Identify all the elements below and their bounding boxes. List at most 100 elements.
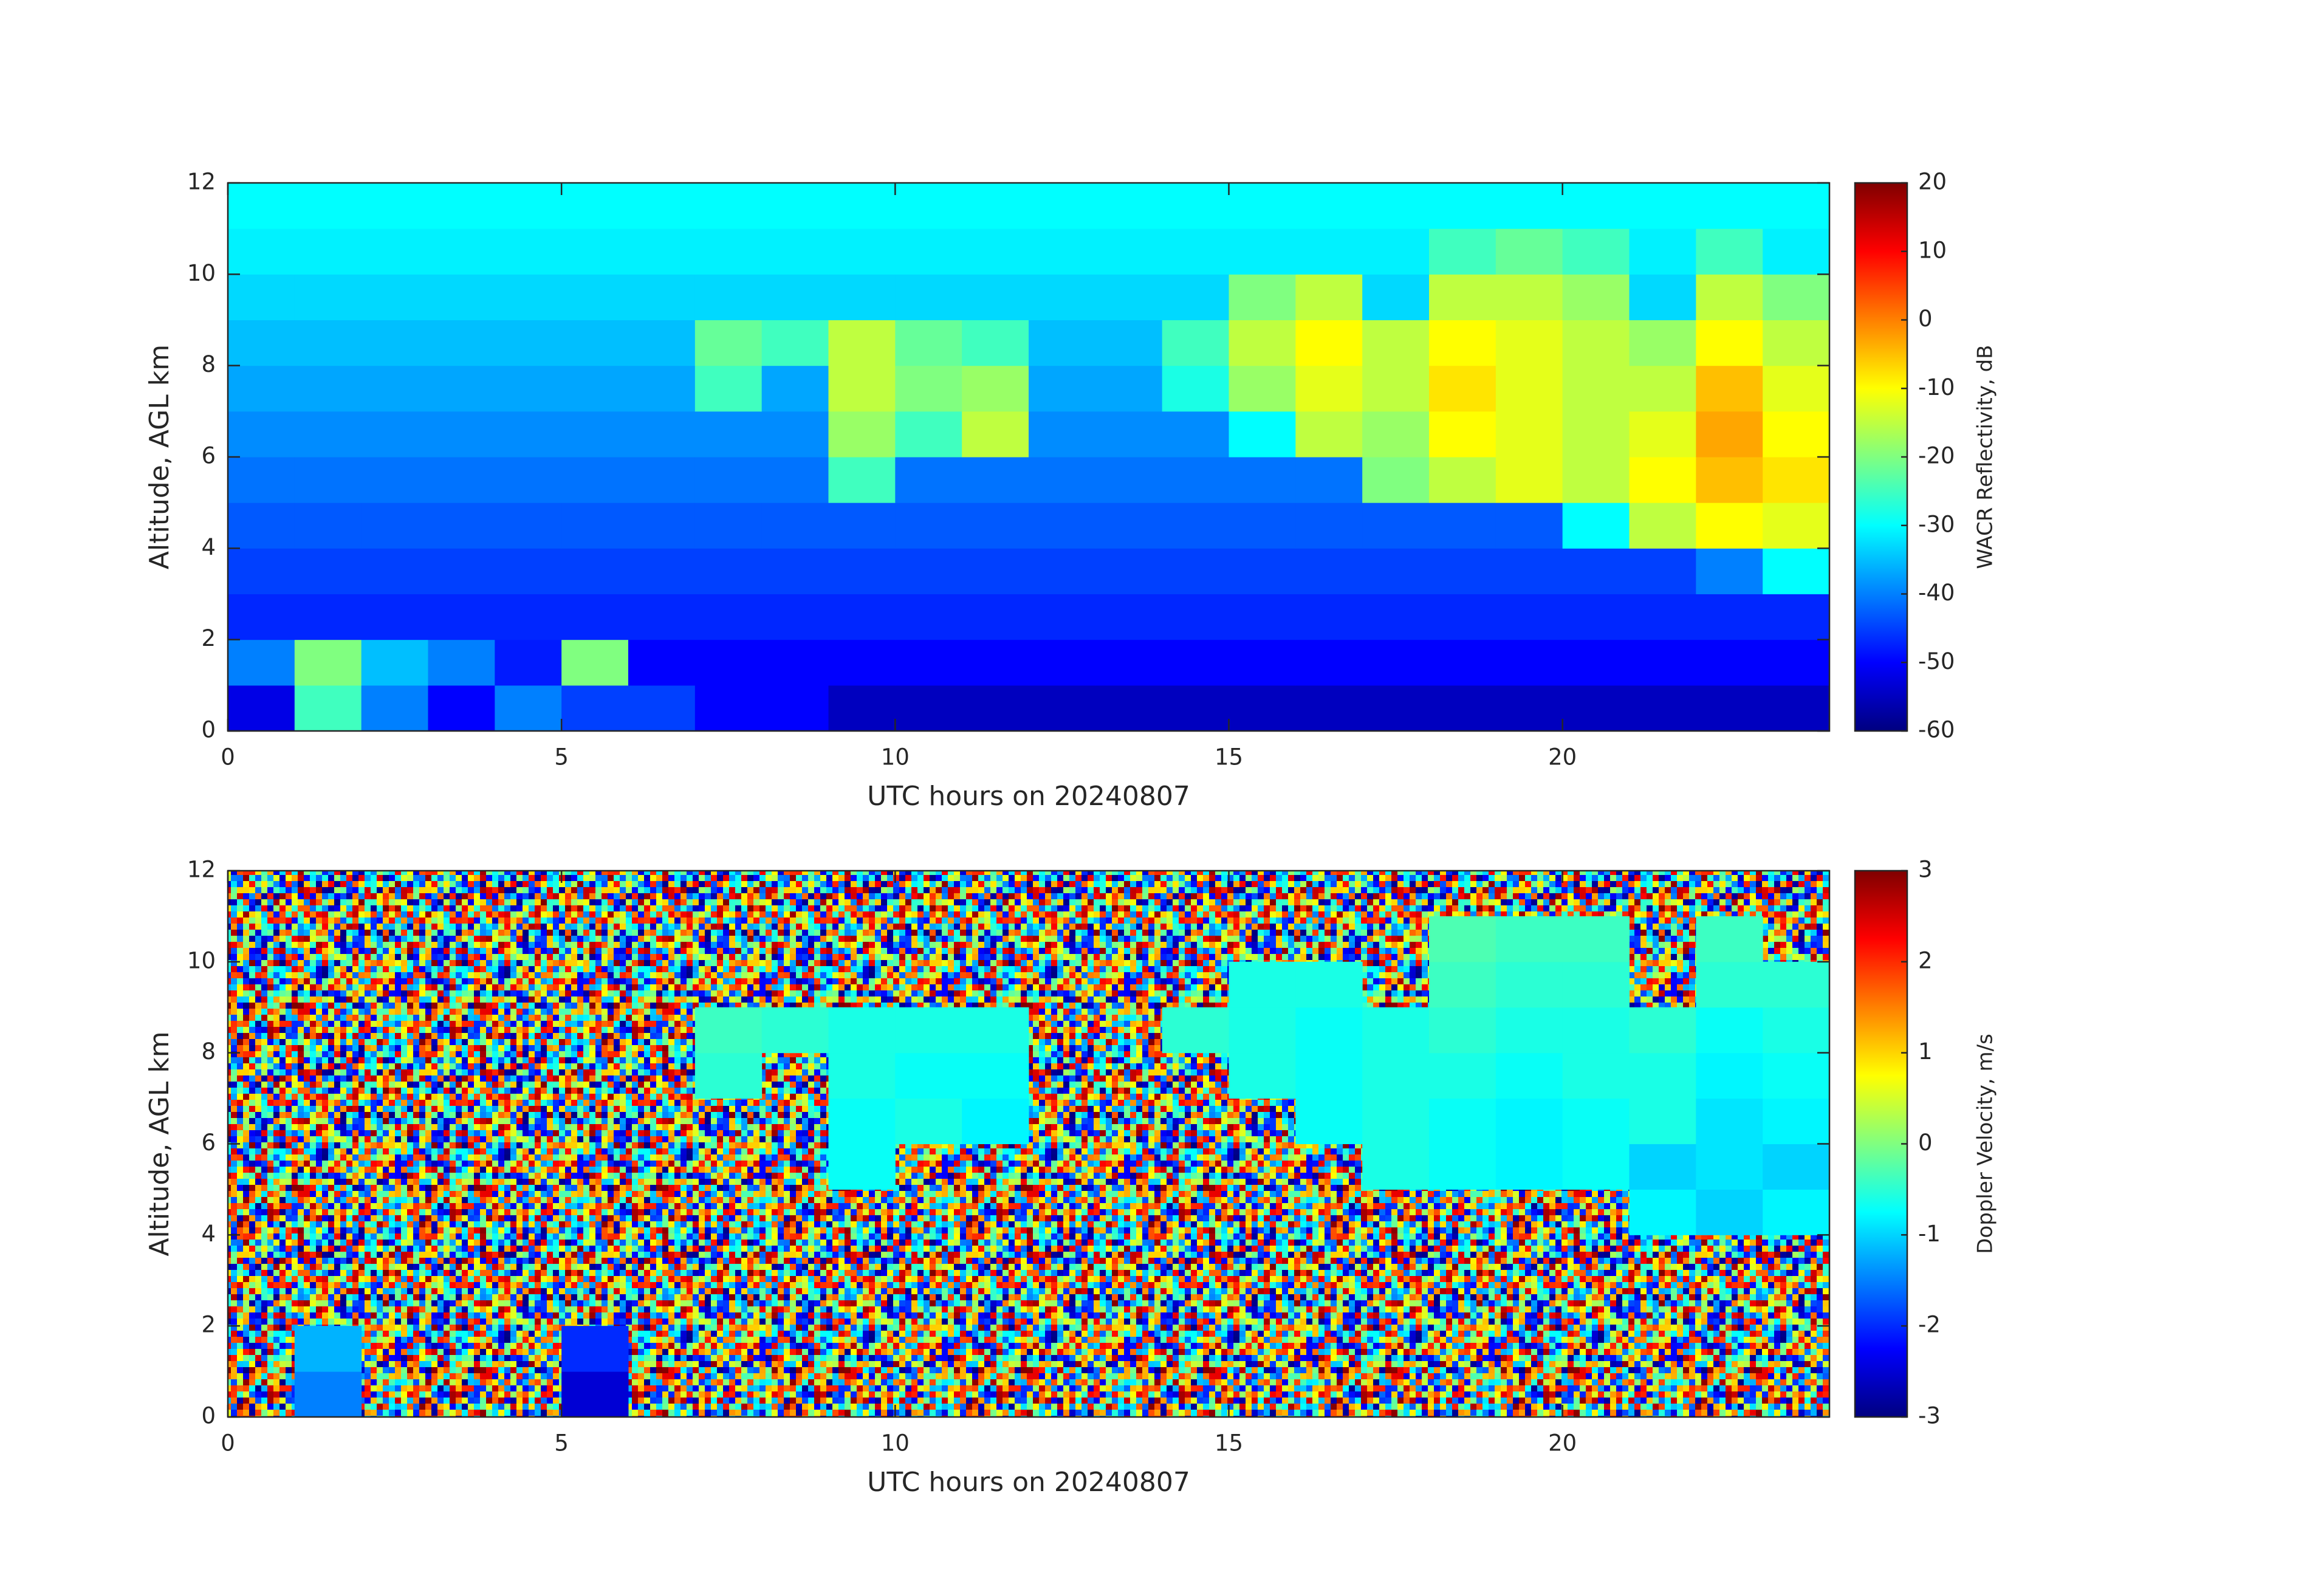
heat-cell	[1562, 685, 1630, 732]
heat-cell	[1029, 228, 1096, 275]
heat-cell	[428, 457, 495, 503]
heat-cell	[828, 411, 896, 458]
heat-cell	[628, 457, 696, 503]
heat-cell	[294, 365, 362, 412]
y-tick-label: 8	[201, 1038, 216, 1065]
heat-cell	[828, 274, 896, 320]
heat-cell	[1095, 411, 1163, 458]
heat-cell	[428, 411, 495, 458]
heat-cell	[1229, 320, 1296, 366]
heat-cell	[1763, 961, 1830, 1008]
heat-cell	[628, 320, 696, 366]
heat-cell	[1295, 639, 1363, 686]
heat-cell	[895, 594, 962, 640]
heat-cell	[361, 274, 428, 320]
heat-cell	[1495, 503, 1563, 549]
heat-cell	[1495, 228, 1563, 275]
heat-cell	[1295, 1098, 1363, 1144]
heat-cell	[1763, 365, 1830, 412]
heat-cell	[361, 457, 428, 503]
heat-cell	[694, 320, 763, 366]
heat-cell	[628, 548, 696, 594]
heat-cell	[761, 274, 829, 320]
heat-cell	[628, 639, 696, 686]
heat-cell	[1696, 961, 1763, 1008]
heat-cell	[1629, 594, 1696, 640]
heat-cell	[1029, 274, 1096, 320]
heat-cell	[828, 1144, 896, 1190]
heat-cell	[561, 639, 629, 686]
heat-cell	[1495, 685, 1563, 732]
heat-cell	[294, 685, 362, 732]
heat-cell	[1429, 961, 1496, 1008]
heat-cell	[1696, 548, 1763, 594]
heat-cell	[561, 183, 629, 229]
heat-cell	[1429, 457, 1496, 503]
x-tick-label: 15	[1215, 744, 1243, 770]
heat-cell	[1562, 1144, 1630, 1190]
heat-cell	[1229, 548, 1296, 594]
heat-cell	[694, 183, 763, 229]
heat-cell	[828, 1007, 896, 1054]
heat-cell	[1229, 1052, 1296, 1099]
colorbar-label: Doppler Velocity, m/s	[1973, 1034, 1998, 1254]
heat-cell	[1763, 1144, 1830, 1190]
heat-cell	[294, 639, 362, 686]
heat-cell	[1295, 548, 1363, 594]
heat-cell	[962, 639, 1029, 686]
heat-cell	[228, 685, 295, 732]
heat-cell	[1696, 916, 1763, 962]
colorbar-tick-label: -10	[1918, 374, 1955, 400]
heat-cell	[428, 639, 495, 686]
heat-cell	[1429, 1144, 1496, 1190]
heat-cell	[1562, 365, 1630, 412]
heat-cell	[1362, 274, 1430, 320]
heat-cell	[1429, 916, 1496, 962]
heat-cell	[1029, 183, 1096, 229]
colorbar-tick-label: -2	[1918, 1312, 1941, 1338]
heat-cell	[1229, 274, 1296, 320]
heat-cell	[1629, 503, 1696, 549]
heat-cell	[1763, 457, 1830, 503]
heat-cell	[694, 411, 763, 458]
heat-cell	[294, 411, 362, 458]
heat-cell	[1295, 320, 1363, 366]
heat-cell	[1095, 183, 1163, 229]
heat-cell	[628, 183, 696, 229]
heat-cell	[1629, 457, 1696, 503]
heat-cell	[1763, 1189, 1830, 1235]
heat-cell	[1029, 594, 1096, 640]
y-axis-label: Altitude, AGL km	[144, 1031, 175, 1256]
heat-cell	[694, 1052, 763, 1099]
heat-cell	[228, 457, 295, 503]
heat-cell	[1429, 411, 1496, 458]
colorbar-tick-label: 10	[1918, 237, 1947, 263]
heat-cell	[495, 365, 562, 412]
heat-cell	[428, 365, 495, 412]
y-axis-label: Altitude, AGL km	[144, 345, 175, 569]
heat-cell	[1696, 1144, 1763, 1190]
colorbar-tick-label: -40	[1918, 580, 1955, 606]
y-tick-label: 6	[201, 443, 216, 469]
heat-cell	[1696, 1052, 1763, 1099]
heat-cell	[1562, 916, 1630, 962]
heat-cell	[1229, 594, 1296, 640]
heat-cell	[694, 274, 763, 320]
heat-cell	[962, 1007, 1029, 1054]
heat-cell	[1696, 1098, 1763, 1144]
heat-cell	[761, 503, 829, 549]
heat-cell	[1229, 411, 1296, 458]
heat-cell	[1763, 548, 1830, 594]
heat-cell	[1562, 639, 1630, 686]
heat-cell	[895, 365, 962, 412]
y-tick-label: 4	[201, 1221, 216, 1247]
heat-cell	[962, 1052, 1029, 1099]
colorbar-tick-label: -3	[1918, 1403, 1941, 1429]
heat-cell	[895, 411, 962, 458]
y-tick-label: 8	[201, 351, 216, 377]
heat-cell	[1029, 457, 1096, 503]
heat-cell	[1696, 320, 1763, 366]
heat-cell	[428, 183, 495, 229]
heat-cell	[1562, 457, 1630, 503]
x-axis-label: UTC hours on 20240807	[867, 1467, 1190, 1498]
